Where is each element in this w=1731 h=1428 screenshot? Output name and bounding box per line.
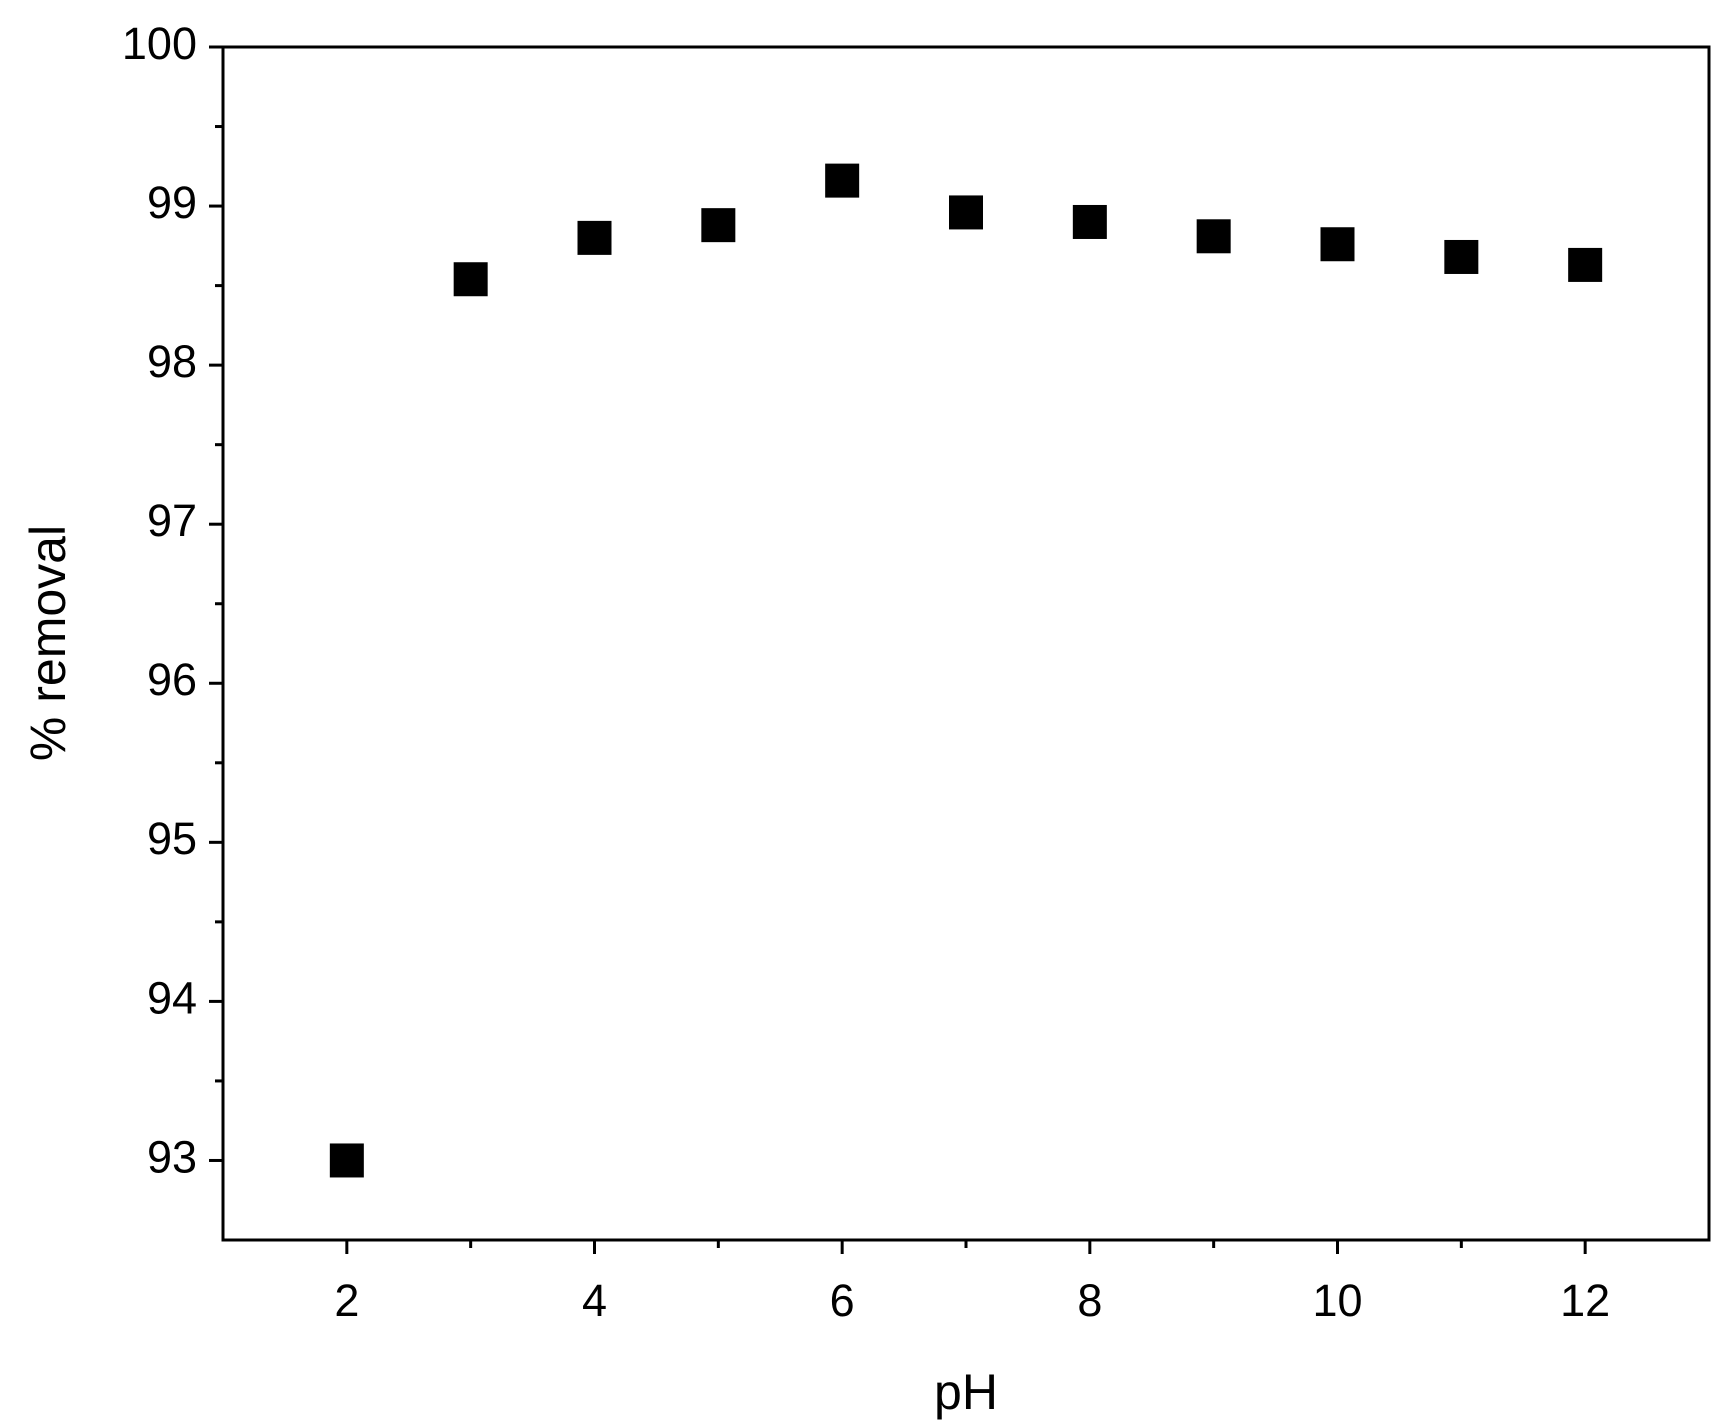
y-tick-label: 96 bbox=[147, 654, 197, 705]
y-tick-label: 97 bbox=[147, 495, 197, 546]
data-point bbox=[1072, 204, 1107, 239]
y-tick-label: 98 bbox=[147, 336, 197, 387]
x-tick-label: 6 bbox=[830, 1275, 855, 1326]
data-point bbox=[329, 1143, 364, 1178]
data-point bbox=[949, 195, 983, 230]
data-point bbox=[453, 262, 488, 297]
data-point bbox=[1444, 239, 1479, 274]
x-axis-label: pH bbox=[934, 1364, 998, 1420]
data-point bbox=[577, 220, 612, 255]
y-tick-label: 93 bbox=[147, 1131, 197, 1182]
x-tick-label: 8 bbox=[1077, 1275, 1102, 1326]
x-tick-label: 4 bbox=[582, 1275, 607, 1326]
x-tick-label: 12 bbox=[1560, 1275, 1610, 1326]
y-tick-label: 99 bbox=[147, 177, 197, 228]
x-tick-label: 2 bbox=[334, 1275, 359, 1326]
data-point bbox=[1568, 247, 1603, 282]
y-tick-label: 100 bbox=[122, 18, 197, 69]
x-tick-label: 10 bbox=[1312, 1275, 1362, 1326]
data-point bbox=[1320, 227, 1355, 262]
data-point bbox=[1196, 219, 1231, 254]
data-point bbox=[701, 208, 736, 243]
y-tick-label: 94 bbox=[147, 972, 197, 1023]
data-point bbox=[825, 163, 860, 198]
y-axis-label: % removal bbox=[20, 525, 76, 761]
y-tick-label: 95 bbox=[147, 813, 197, 864]
